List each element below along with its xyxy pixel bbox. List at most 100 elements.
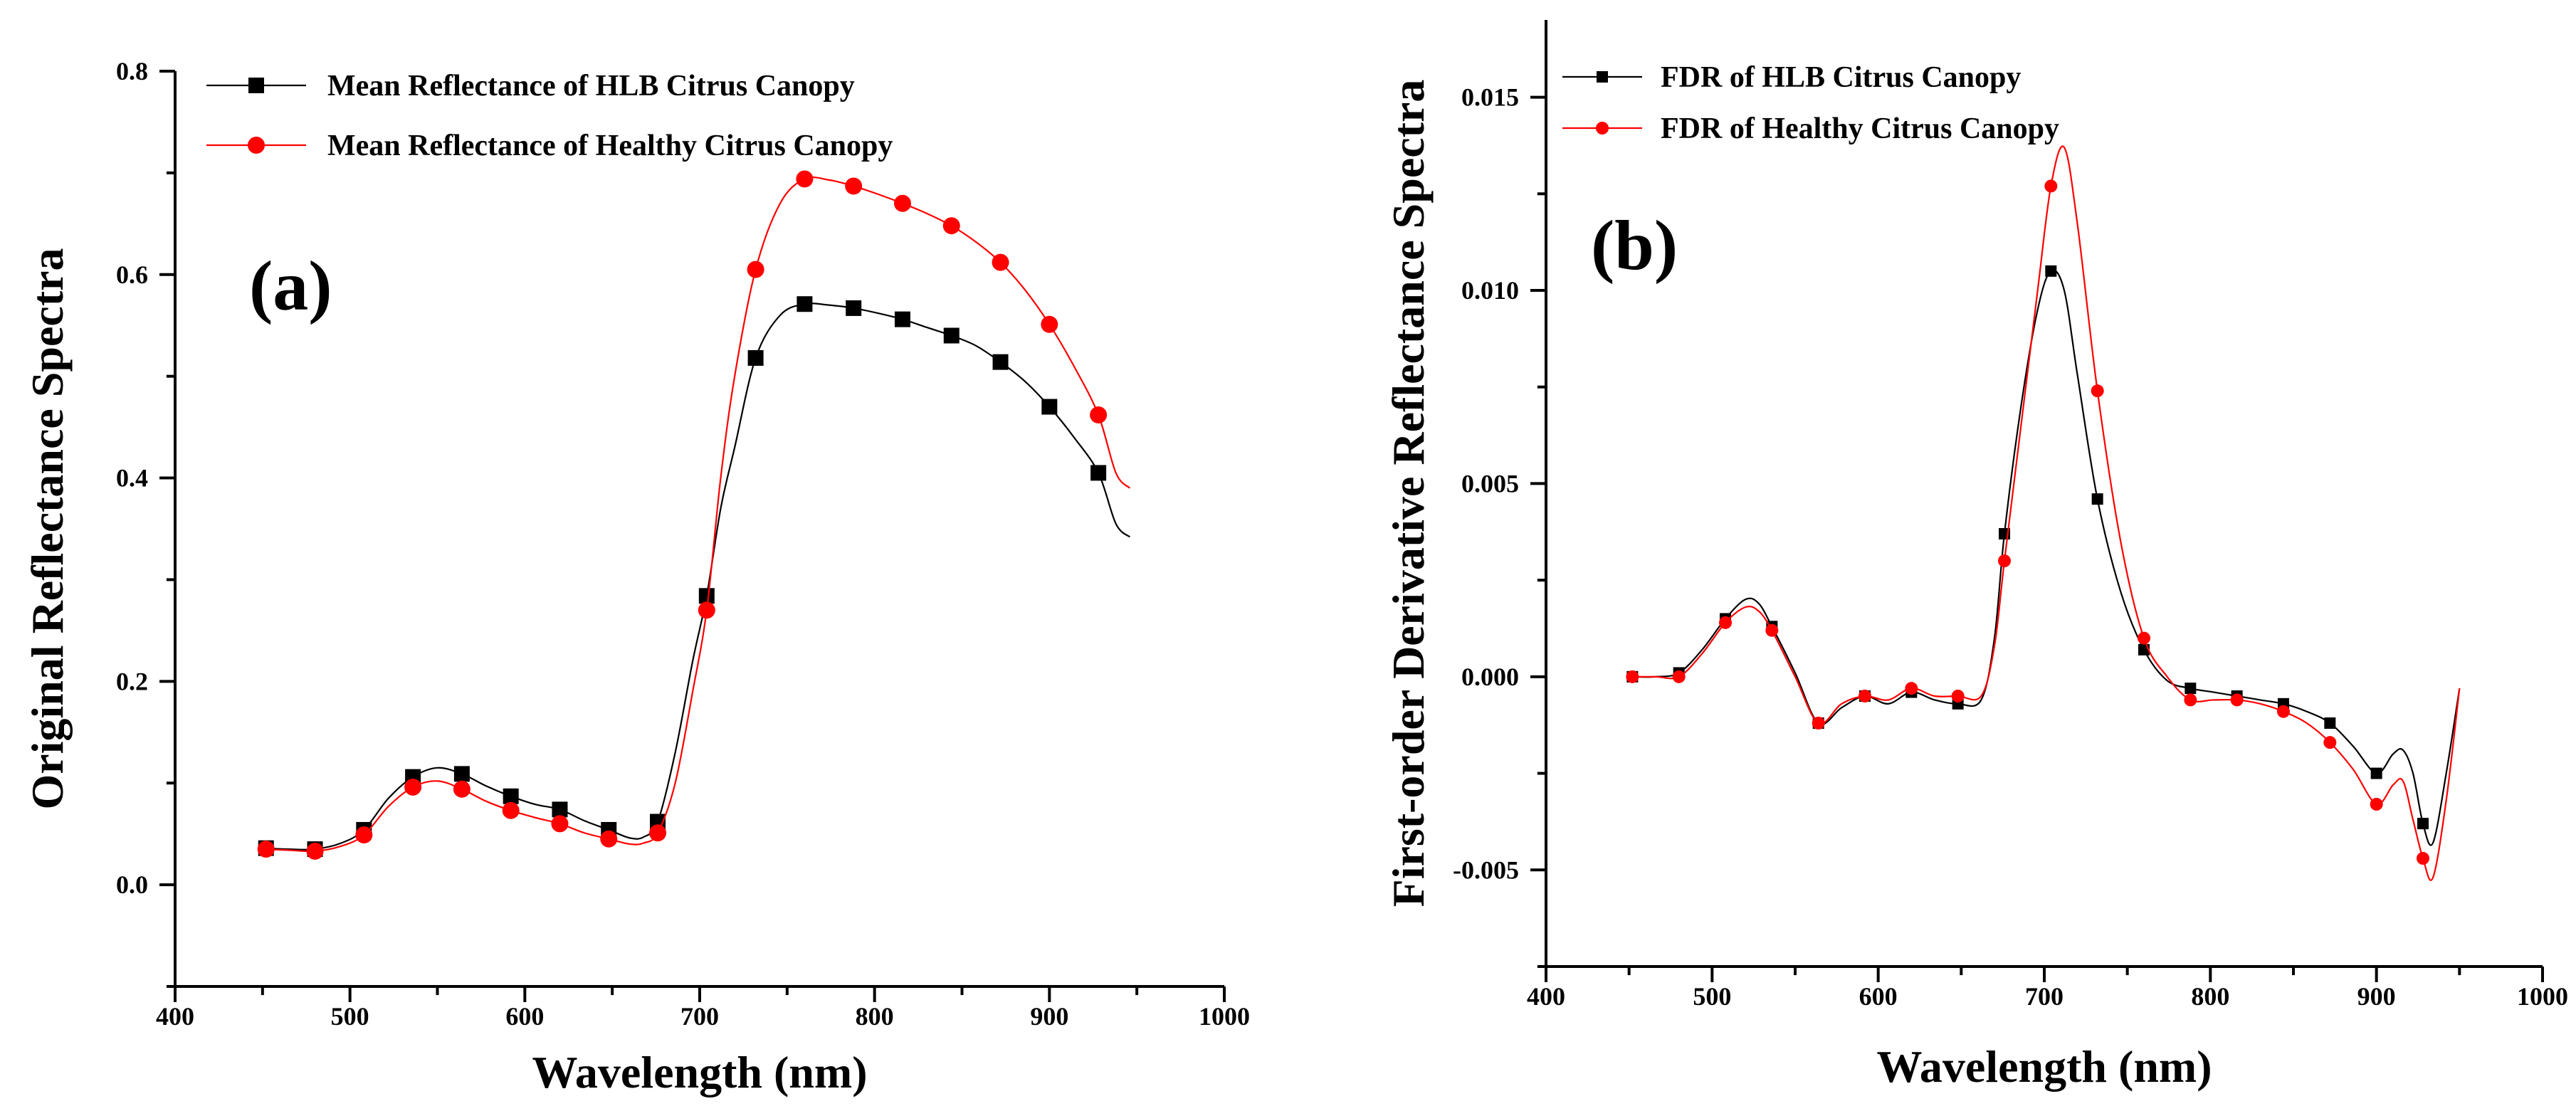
series-line-a-1 <box>262 176 1131 853</box>
data-point-a-1 <box>992 253 1009 271</box>
x-tick-label-a: 800 <box>856 1002 894 1031</box>
axis-lines-b <box>1545 20 2543 968</box>
data-point-b-1 <box>2138 631 2150 645</box>
x-tick-label-b: 1000 <box>2517 982 2568 1011</box>
y-tick-label-a: 0.0 <box>116 870 148 899</box>
x-tick-label-b: 900 <box>2357 982 2396 1011</box>
data-point-b-0 <box>2417 818 2429 830</box>
data-point-a-1 <box>257 841 275 858</box>
legend-label-a-1: Mean Reflectance of Healthy Citrus Canop… <box>327 130 893 162</box>
y-tick-label-b: 0.005 <box>1461 469 1519 497</box>
data-point-b-1 <box>1859 690 1871 702</box>
x-tick-label-a: 900 <box>1030 1002 1068 1031</box>
data-point-a-0 <box>1090 465 1107 481</box>
data-point-a-1 <box>1090 406 1108 423</box>
y-tick-label-a: 0.4 <box>116 464 148 493</box>
x-tick-label-b: 600 <box>1859 982 1898 1011</box>
legend-label-b-1: FDR of Healthy Citrus Canopy <box>1661 112 2059 145</box>
data-point-a-0 <box>698 588 715 604</box>
data-point-a-1 <box>698 601 715 619</box>
data-point-a-0 <box>846 300 862 316</box>
data-point-b-0 <box>2185 683 2197 695</box>
data-point-b-1 <box>2184 693 2197 707</box>
data-point-b-1 <box>2091 384 2104 398</box>
y-tick-label-b: -0.005 <box>1453 855 1519 884</box>
data-point-a-0 <box>552 801 568 818</box>
data-point-a-1 <box>796 170 814 188</box>
data-point-b-0 <box>2324 717 2336 729</box>
data-point-a-0 <box>797 296 813 312</box>
data-point-a-1 <box>306 842 324 860</box>
data-point-a-1 <box>747 260 764 278</box>
data-point-b-1 <box>1951 690 1965 702</box>
data-point-b-1 <box>1905 682 1918 695</box>
series-line-a-0 <box>262 302 1131 851</box>
x-tick-label-b: 400 <box>1527 982 1565 1011</box>
legend-marker-b-1 <box>1596 122 1609 135</box>
data-point-a-1 <box>893 194 911 212</box>
x-tick-label-a: 600 <box>505 1002 544 1031</box>
x-tick-label-b: 800 <box>2191 982 2229 1011</box>
panel-label-a: (a) <box>249 246 332 325</box>
data-point-b-1 <box>2417 852 2429 865</box>
series-line-b-1 <box>1632 145 2461 881</box>
data-point-b-1 <box>2323 736 2337 749</box>
y-tick-label-b: 0.015 <box>1461 83 1519 112</box>
x-axis-title-a: Wavelength (nm) <box>532 1047 867 1097</box>
y-axis-title-a: Original Reflectance Spectra <box>22 248 73 809</box>
x-axis-title-b: Wavelength (nm) <box>1876 1041 2212 1092</box>
x-tick-label-a: 700 <box>680 1002 719 1031</box>
data-point-b-1 <box>1765 623 1779 637</box>
data-point-a-1 <box>355 826 373 844</box>
data-point-a-1 <box>845 177 863 195</box>
data-point-a-1 <box>502 801 520 819</box>
legend-marker-a-1 <box>248 137 265 154</box>
y-tick-label-b: 0.000 <box>1461 663 1519 691</box>
x-tick-label-a: 1000 <box>1199 1002 1250 1031</box>
data-point-a-0 <box>747 349 764 366</box>
data-point-a-1 <box>404 778 422 796</box>
data-point-b-1 <box>2044 179 2058 193</box>
panel-label-b: (b) <box>1591 206 1678 285</box>
data-point-a-0 <box>453 766 470 782</box>
panel-b-fdr-chart: 400 500 600 700 800 900 1000 -0.005 0.000 0.005 0.… <box>1383 20 2568 1092</box>
data-point-b-1 <box>1719 616 1732 629</box>
data-point-a-0 <box>503 788 519 804</box>
y-tick-label-a: 0.8 <box>116 57 148 85</box>
x-tick-label-a: 500 <box>331 1002 369 1031</box>
data-point-a-0 <box>992 354 1009 370</box>
data-point-a-0 <box>943 327 960 344</box>
data-point-a-1 <box>551 815 569 833</box>
series-line-b-0 <box>1632 269 2461 846</box>
legend-marker-b-0 <box>1597 71 1608 83</box>
y-tick-label-a: 0.2 <box>116 667 148 695</box>
y-axis-title-b: First-order Derivative Reflectance Spect… <box>1383 80 1434 907</box>
x-tick-label-a: 400 <box>156 1002 194 1031</box>
data-point-b-1 <box>1998 554 2011 567</box>
data-point-b-0 <box>2045 265 2057 277</box>
data-point-b-1 <box>2277 705 2290 718</box>
data-point-a-1 <box>600 830 618 848</box>
data-point-a-1 <box>1041 315 1058 333</box>
x-tick-label-b: 500 <box>1693 982 1731 1011</box>
legend-label-a-0: Mean Reflectance of HLB Citrus Canopy <box>327 70 855 102</box>
data-point-b-1 <box>1672 670 1686 683</box>
legend-label-b-0: FDR of HLB Citrus Canopy <box>1661 61 2021 94</box>
panel-a-reflectance-chart: 400 500 600 700 800 900 1000 0.0 0.2 0.4 0.6 0.8 Wav… <box>22 57 1250 1097</box>
data-point-a-0 <box>1041 399 1058 415</box>
legend-marker-a-0 <box>248 78 264 93</box>
data-point-b-1 <box>1626 670 1639 683</box>
data-point-b-0 <box>2370 767 2382 779</box>
data-point-b-1 <box>1812 717 1825 730</box>
data-point-b-1 <box>2230 693 2244 707</box>
data-point-a-0 <box>894 311 910 327</box>
data-point-b-1 <box>2370 798 2383 811</box>
data-point-a-1 <box>942 217 960 235</box>
data-point-b-0 <box>2091 493 2103 505</box>
data-point-a-1 <box>649 824 667 842</box>
y-tick-label-b: 0.010 <box>1461 276 1519 305</box>
data-point-a-1 <box>453 780 470 798</box>
y-tick-label-a: 0.6 <box>116 260 148 289</box>
x-tick-label-b: 700 <box>2025 982 2064 1011</box>
